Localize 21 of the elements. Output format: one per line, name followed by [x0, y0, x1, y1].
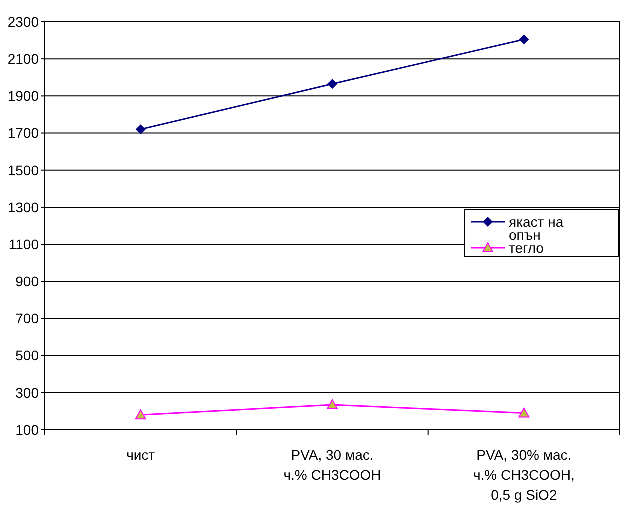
y-tick-label: 1100	[8, 236, 40, 252]
y-tick-label: 100	[16, 422, 40, 438]
point	[136, 124, 146, 135]
y-tick-label: 1900	[8, 88, 40, 104]
y-tick-label: 1700	[8, 125, 40, 142]
y-tick-label: 2300	[8, 14, 40, 30]
point	[519, 34, 530, 45]
point	[518, 408, 530, 418]
x-tick-label: PVA, 30 мас. ч.% CH3COOH	[284, 447, 382, 483]
y-tick-label: 500	[16, 348, 40, 364]
y-tick-label: 1500	[8, 162, 40, 178]
y-tick-label: 2100	[8, 50, 40, 67]
y-tick-label: 900	[16, 274, 40, 290]
x-tick-label: чист	[126, 447, 156, 463]
x-tick-label: PVA, 30% мас. ч.% CH3COOH, 0,5 g SiO2	[473, 447, 575, 503]
point	[327, 399, 338, 410]
point	[328, 79, 338, 90]
y-tick-label: 700	[16, 310, 40, 327]
y-tick-label: 300	[16, 384, 40, 401]
y-tick-label: 1300	[8, 199, 40, 216]
point	[135, 410, 146, 420]
